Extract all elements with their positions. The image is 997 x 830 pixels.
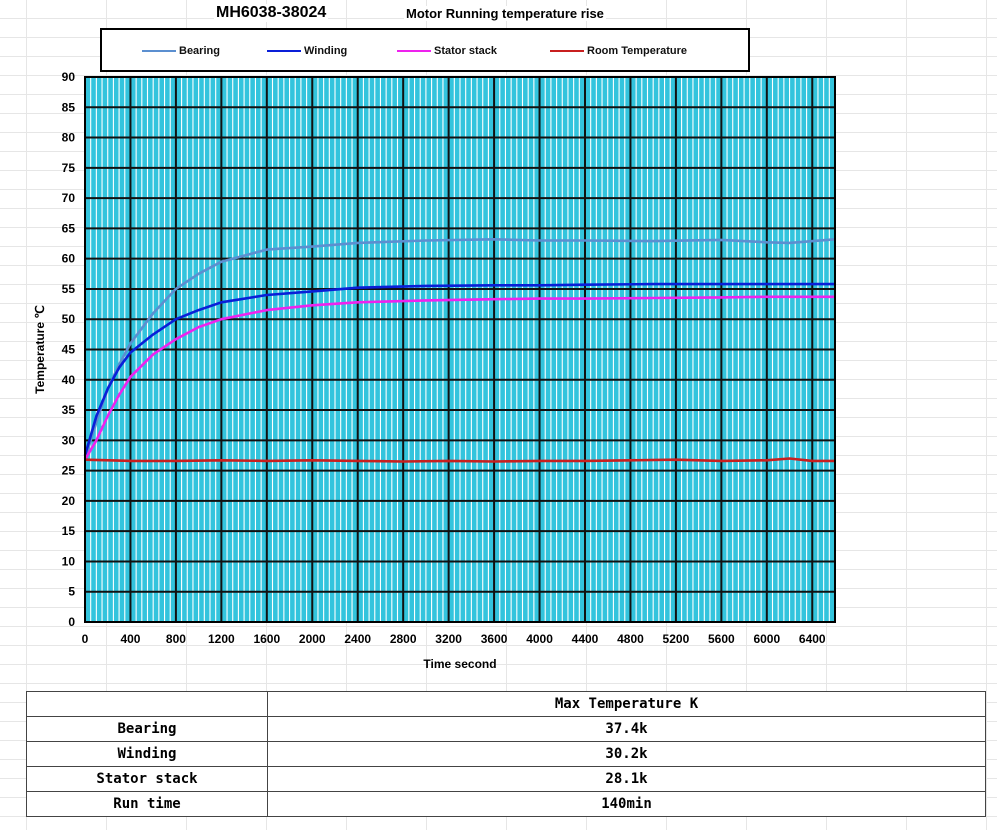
legend-swatch-bearing (142, 50, 176, 52)
row-value: 140min (267, 791, 986, 817)
x-tick-label: 5200 (663, 632, 690, 646)
legend-label-stator-stack: Stator stack (434, 45, 497, 57)
row-label: Bearing (26, 716, 268, 742)
y-tick-label: 80 (62, 131, 76, 145)
x-tick-label: 4800 (617, 632, 644, 646)
x-tick-label: 3200 (435, 632, 462, 646)
legend-item-bearing: Bearing (142, 44, 220, 58)
x-axis-label: Time second (423, 657, 496, 671)
y-tick-label: 25 (62, 464, 76, 478)
series-line-bearing (83, 238, 836, 459)
y-tick-label: 85 (62, 100, 76, 114)
y-tick-label: 35 (62, 403, 76, 417)
spreadsheet-column-line (906, 0, 907, 830)
y-tick-label: 5 (68, 585, 75, 599)
row-label: Winding (26, 741, 268, 767)
y-tick-label: 90 (62, 70, 76, 84)
y-tick-label: 55 (62, 282, 76, 296)
y-tick-label: 20 (62, 494, 76, 508)
x-tick-label: 2400 (344, 632, 371, 646)
y-axis-label: Temperature ℃ (33, 305, 47, 394)
legend-label-room-temperature: Room Temperature (587, 45, 688, 57)
row-label: Run time (26, 791, 268, 817)
y-tick-label: 15 (62, 524, 76, 538)
temperature-chart: 0 5 10 15 20 25 30 35 40 45 50 55 60 65 70 75 80 85 90 0 40… (33, 70, 836, 671)
chart-legend: Bearing Winding Stator stack Room Temper… (100, 28, 750, 72)
y-tick-label: 30 (62, 433, 76, 447)
table-row: Winding 30.2k (26, 741, 986, 767)
x-tick-label: 2000 (299, 632, 326, 646)
chart-title: Motor Running temperature rise (404, 6, 606, 21)
row-label: Stator stack (26, 766, 268, 792)
legend-swatch-winding (267, 50, 301, 52)
legend-item-stator-stack: Stator stack (397, 44, 497, 58)
x-tick-label: 400 (120, 632, 140, 646)
table-row: Run time 140min (26, 791, 986, 817)
x-tick-label: 5600 (708, 632, 735, 646)
series-layer (83, 238, 836, 463)
y-tick-label: 60 (62, 252, 76, 266)
spreadsheet-column-line (986, 0, 987, 830)
x-tick-label: 4400 (572, 632, 599, 646)
series-line-stator-stack (83, 295, 835, 461)
row-value: 37.4k (267, 716, 986, 742)
x-tick-label: 4000 (526, 632, 553, 646)
results-header-row: Max Temperature K (26, 691, 986, 717)
x-axis-ticks: 0 400 800 1200 1600 2000 2400 2800 3200 3600 4000 4… (82, 632, 826, 646)
x-tick-label: 0 (82, 632, 89, 646)
legend-swatch-room-temperature (550, 50, 584, 52)
y-tick-label: 10 (62, 554, 76, 568)
x-tick-label: 800 (166, 632, 186, 646)
x-tick-label: 3600 (481, 632, 508, 646)
legend-swatch-stator-stack (397, 50, 431, 52)
document-title: MH6038-38024 (214, 4, 329, 22)
legend-item-room-temperature: Room Temperature (550, 44, 687, 58)
legend-label-winding: Winding (304, 45, 348, 57)
results-header: Max Temperature K (267, 691, 986, 717)
y-axis-ticks: 0 5 10 15 20 25 30 35 40 45 50 55 60 65 70 75 80 85 90 (62, 70, 76, 629)
y-tick-label: 40 (62, 373, 76, 387)
x-tick-label: 6400 (799, 632, 826, 646)
x-tick-label: 6000 (753, 632, 780, 646)
legend-label-bearing: Bearing (179, 45, 220, 57)
row-value: 30.2k (267, 741, 986, 767)
x-tick-label: 1200 (208, 632, 235, 646)
legend-item-winding: Winding (267, 44, 347, 58)
y-tick-label: 50 (62, 312, 76, 326)
plot-frame (84, 76, 836, 623)
y-tick-label: 0 (68, 615, 75, 629)
row-value: 28.1k (267, 766, 986, 792)
y-tick-label: 75 (62, 161, 76, 175)
series-line-room-temperature (84, 457, 835, 463)
results-header-blank (26, 691, 268, 717)
y-tick-label: 45 (62, 343, 76, 357)
results-table: Max Temperature K Bearing 37.4k Winding … (26, 691, 986, 817)
spreadsheet-column-line (26, 0, 27, 830)
table-row: Bearing 37.4k (26, 716, 986, 742)
table-row: Stator stack 28.1k (26, 766, 986, 792)
y-tick-label: 65 (62, 221, 76, 235)
x-tick-label: 2800 (390, 632, 417, 646)
y-tick-label: 70 (62, 191, 76, 205)
x-tick-label: 1600 (253, 632, 280, 646)
series-line-winding (83, 282, 835, 456)
